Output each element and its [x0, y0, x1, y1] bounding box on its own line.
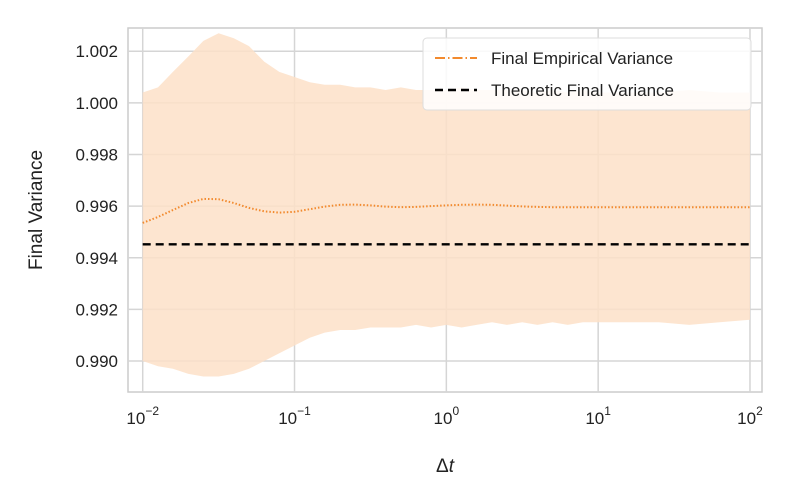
x-tick-label: 101: [585, 404, 611, 428]
y-tick-label: 0.998: [75, 145, 118, 164]
y-tick-label: 1.002: [75, 42, 118, 61]
legend-box: [422, 37, 752, 111]
series-layer: [142, 197, 750, 246]
legend-label: Theoretic Final Variance: [491, 81, 674, 100]
legend-item: Final Empirical Variance: [435, 49, 673, 68]
y-axis-ticks: 0.990 0.992 0.994 0.996 0.998 1.000 1.002: [75, 42, 118, 371]
y-tick-label: 0.994: [75, 249, 118, 268]
empirical-variance-band: [142, 33, 750, 377]
legend: Final Empirical Variance Theoretic Final …: [422, 37, 752, 111]
x-axis-label: Δt: [436, 456, 455, 477]
x-tick-label: 102: [737, 404, 763, 428]
y-tick-label: 0.996: [75, 197, 118, 216]
x-tick-label: 10−2: [126, 404, 159, 428]
x-axis-ticks: 10−2 10−1 100 101 102: [126, 404, 763, 428]
y-axis-label: Final Variance: [26, 150, 47, 270]
variance-band-layer: [142, 33, 750, 377]
y-tick-label: 0.992: [75, 300, 118, 319]
y-tick-label: 0.990: [75, 352, 118, 371]
x-tick-label: 10−1: [278, 404, 311, 428]
y-tick-label: 1.000: [75, 94, 118, 113]
x-tick-label: 100: [434, 404, 460, 428]
legend-item: Theoretic Final Variance: [435, 81, 674, 100]
legend-label: Final Empirical Variance: [491, 49, 673, 68]
